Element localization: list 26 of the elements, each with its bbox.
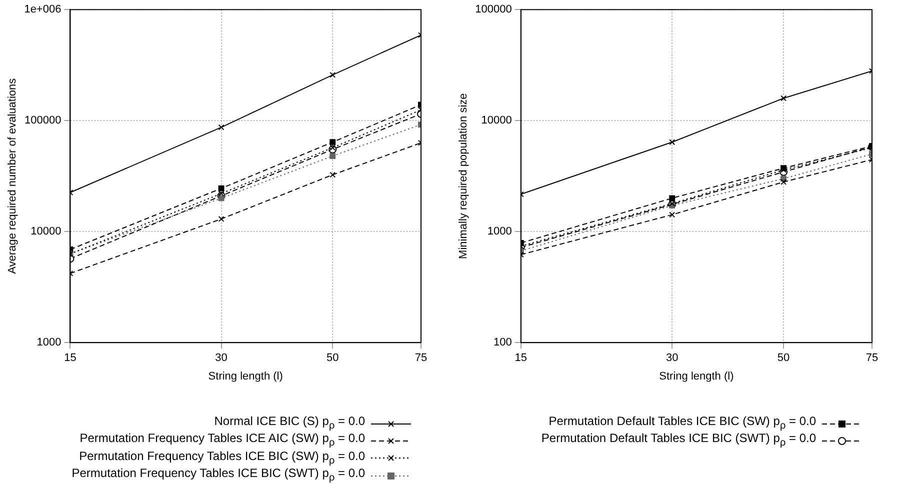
x-tick-label: 30 [215, 352, 228, 364]
legend-label: Permutation Frequency Tables ICE BIC (SWT) p$_{ρ}$ = 0.0 [72, 466, 365, 485]
y-axis-title: Average required number of evaluations [6, 78, 19, 274]
x-tick-label: 15 [64, 352, 76, 364]
legend-label: Permutation Frequency Tables ICE AIC (SW) p$_{ρ}$ = 0.0 [80, 431, 365, 450]
y-tick-label: 100000 [24, 114, 62, 127]
y-tick-label: 1000 [36, 336, 62, 349]
legend-label: Normal ICE BIC (S) p$_{ρ}$ = 0.0 [214, 414, 365, 432]
x-tick-label: 15 [514, 352, 528, 364]
x-tick-label: 50 [326, 352, 339, 364]
y-tick-label: 1e+006 [24, 4, 62, 16]
x-tick-label: 75 [866, 352, 878, 364]
legend-label: Permutation Default Tables ICE BIC (SWT) p$_{ρ}$ = 0.0 [541, 431, 816, 450]
x-axis-title: String length (l) [208, 370, 283, 382]
x-tick-label: 30 [666, 352, 678, 364]
y-tick-label: 10000 [30, 226, 62, 238]
x-tick-label: 75 [414, 352, 428, 364]
y-tick-label: 10000 [481, 114, 512, 127]
y-tick-label: 1000 [487, 226, 512, 238]
y-tick-label: 100 [494, 336, 512, 349]
legend-label: Permutation Frequency Tables ICE BIC (SW) p$_{ρ}$ = 0.0 [79, 448, 365, 468]
x-axis-title: String length (l) [659, 370, 734, 382]
legend-label: Permutation Default Tables ICE BIC (SW) p$_{ρ}$ = 0.0 [548, 414, 816, 432]
x-tick-label: 50 [777, 352, 790, 364]
y-axis-title: Minimally required population size [458, 93, 470, 259]
y-tick-label: 100000 [475, 4, 512, 16]
